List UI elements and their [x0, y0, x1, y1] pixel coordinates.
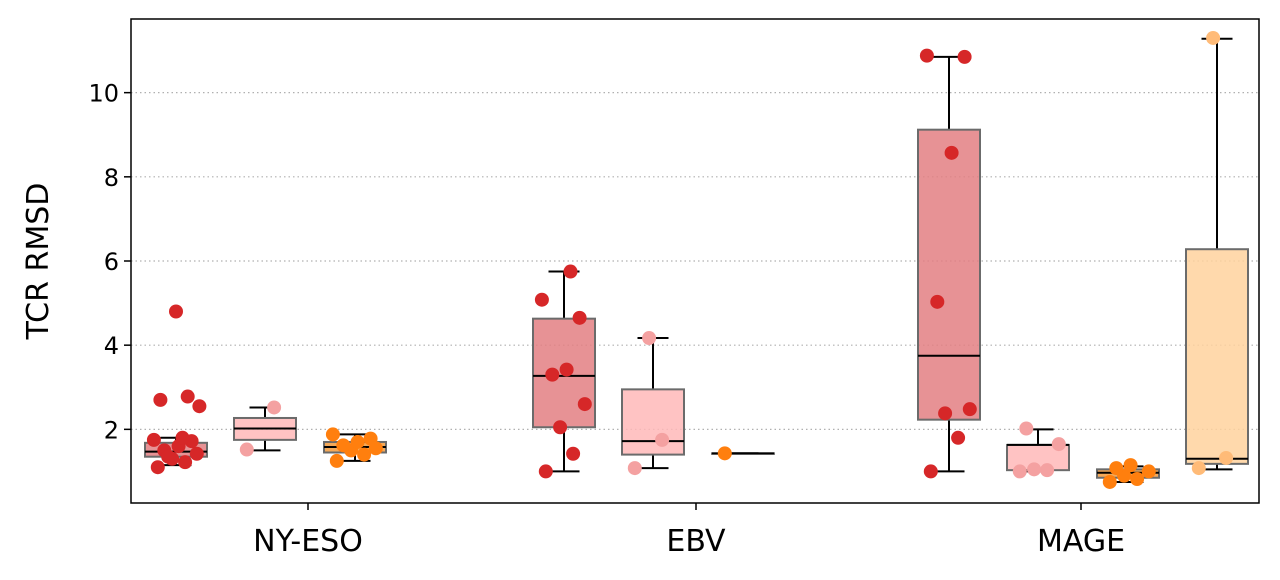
data-point: [717, 446, 732, 461]
data-point: [563, 264, 578, 279]
data-point: [1219, 450, 1234, 465]
data-point: [962, 402, 977, 417]
data-point: [545, 367, 560, 382]
data-points: [146, 30, 1234, 489]
data-point: [153, 392, 168, 407]
x-category-label: MAGE: [1037, 524, 1125, 559]
data-point: [1191, 461, 1206, 476]
data-point: [938, 406, 953, 421]
data-point: [329, 453, 344, 468]
y-tick-label: 8: [104, 164, 119, 192]
x-category-label: EBV: [666, 524, 726, 559]
y-axis-title: TCR RMSD: [21, 183, 56, 341]
grid-lines: [131, 92, 1259, 430]
data-point: [957, 49, 972, 64]
data-point: [566, 446, 581, 461]
data-point: [192, 399, 207, 414]
data-point: [350, 434, 365, 449]
data-point: [572, 310, 587, 325]
box-MAGE-0: [917, 55, 981, 473]
data-point: [336, 438, 351, 453]
data-point: [534, 292, 549, 307]
data-point: [923, 464, 938, 479]
data-point: [363, 431, 378, 446]
data-point: [577, 397, 592, 412]
box-EBV-1: [621, 337, 685, 470]
y-tick-label: 4: [104, 332, 119, 360]
data-point: [267, 400, 282, 415]
data-point: [1051, 437, 1066, 452]
data-point: [239, 442, 254, 457]
data-point: [1206, 30, 1221, 45]
data-point: [1109, 461, 1124, 476]
data-point: [553, 420, 568, 435]
data-point: [944, 145, 959, 160]
data-point: [175, 430, 190, 445]
box-MAGE-3: [1185, 37, 1249, 471]
data-point: [169, 304, 183, 319]
data-point: [1019, 421, 1034, 436]
data-point: [642, 331, 657, 346]
x-category-label: NY-ESO: [253, 524, 363, 559]
y-tick-label: 2: [104, 416, 119, 444]
data-point: [930, 294, 945, 309]
data-point: [951, 430, 966, 445]
data-point: [1102, 474, 1117, 489]
data-point: [161, 449, 176, 464]
box-body: [1185, 248, 1249, 465]
data-point: [919, 48, 934, 63]
y-tick-label: 10: [88, 80, 119, 108]
data-point: [150, 460, 165, 475]
data-point: [1130, 472, 1145, 487]
data-point: [655, 432, 670, 447]
box-body: [621, 388, 685, 456]
y-tick-label: 6: [104, 248, 119, 276]
data-point: [146, 432, 161, 447]
data-point: [1027, 462, 1042, 477]
data-point: [1040, 463, 1055, 478]
data-point: [325, 427, 340, 442]
data-point: [178, 455, 193, 470]
box-body: [917, 128, 981, 421]
data-point: [189, 446, 204, 461]
data-point: [1141, 464, 1156, 479]
box-series: [144, 37, 1249, 483]
box-NY-ESO-1: [233, 406, 297, 452]
data-point: [1012, 464, 1027, 479]
data-point: [559, 362, 574, 377]
data-point: [180, 389, 195, 404]
ticks: 2 4 6 8 10 NY-ESO EBV MAGE: [88, 80, 1125, 559]
data-point: [538, 464, 553, 479]
data-point: [627, 461, 642, 476]
data-point: [1123, 458, 1138, 473]
data-point: [357, 447, 372, 462]
